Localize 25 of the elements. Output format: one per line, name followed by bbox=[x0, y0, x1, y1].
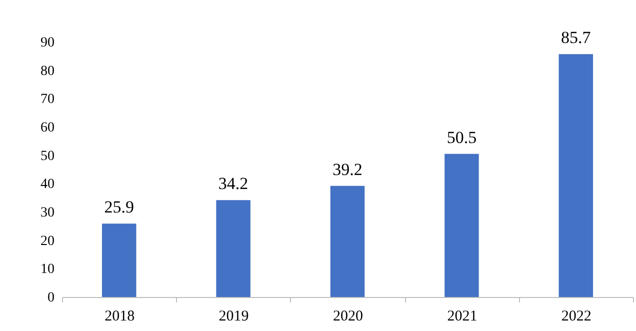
x-tick-label: 2018 bbox=[104, 308, 135, 324]
x-tick-label: 2020 bbox=[333, 308, 363, 324]
data-label: 34.2 bbox=[218, 174, 248, 194]
bar bbox=[330, 186, 365, 297]
y-tick-label: 30 bbox=[40, 206, 54, 220]
y-tick-label: 10 bbox=[40, 262, 54, 278]
y-tick-label: 70 bbox=[40, 92, 54, 108]
y-tick-label: 40 bbox=[40, 177, 54, 192]
x-tick-label: 2021 bbox=[447, 308, 478, 324]
y-tick-label: 60 bbox=[40, 120, 54, 136]
data-label: 50.5 bbox=[446, 128, 477, 147]
y-tick-label: 50 bbox=[40, 148, 54, 164]
y-tick-label: 90 bbox=[40, 36, 54, 50]
y-tick-label: 20 bbox=[40, 234, 54, 249]
bar bbox=[216, 200, 250, 297]
bar bbox=[102, 224, 136, 297]
bar bbox=[444, 154, 479, 297]
x-tick-label: 2022 bbox=[561, 308, 592, 324]
y-tick-label: 0 bbox=[48, 290, 54, 306]
x-tick-label: 2019 bbox=[218, 308, 249, 324]
bar bbox=[558, 54, 594, 297]
y-tick-label: 80 bbox=[40, 64, 54, 79]
data-label: 39.2 bbox=[332, 160, 362, 179]
data-label: 25.9 bbox=[104, 198, 134, 217]
data-label: 85.7 bbox=[561, 28, 592, 48]
